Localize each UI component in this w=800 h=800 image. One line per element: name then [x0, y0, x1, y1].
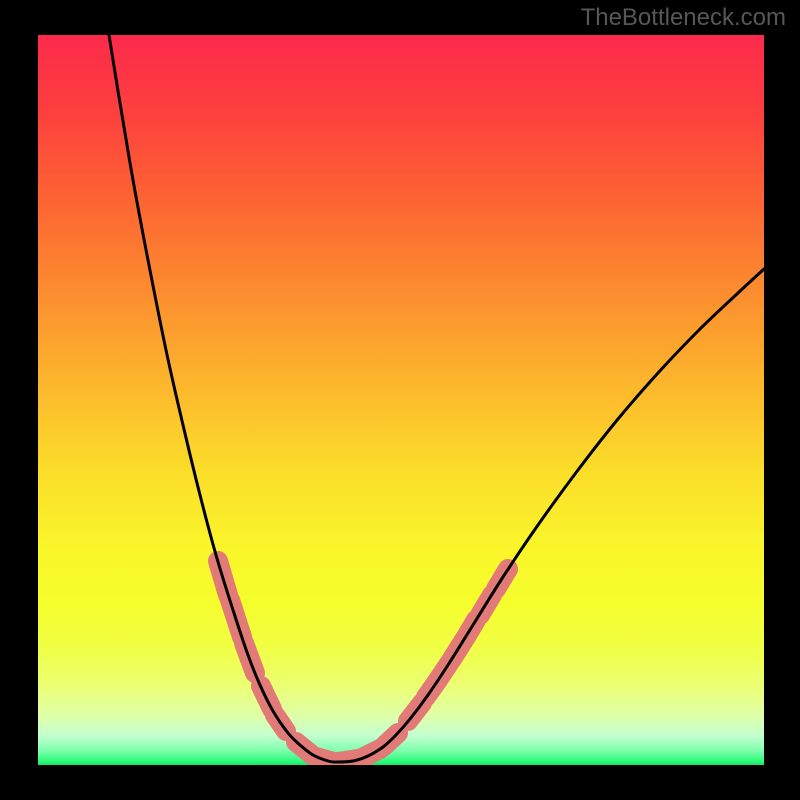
plot-area — [38, 35, 764, 765]
canvas: TheBottleneck.com — [0, 0, 800, 800]
v-curve — [109, 35, 764, 762]
cluster-group — [218, 561, 508, 762]
watermark-text: TheBottleneck.com — [581, 4, 786, 32]
curve-svg — [38, 35, 764, 765]
